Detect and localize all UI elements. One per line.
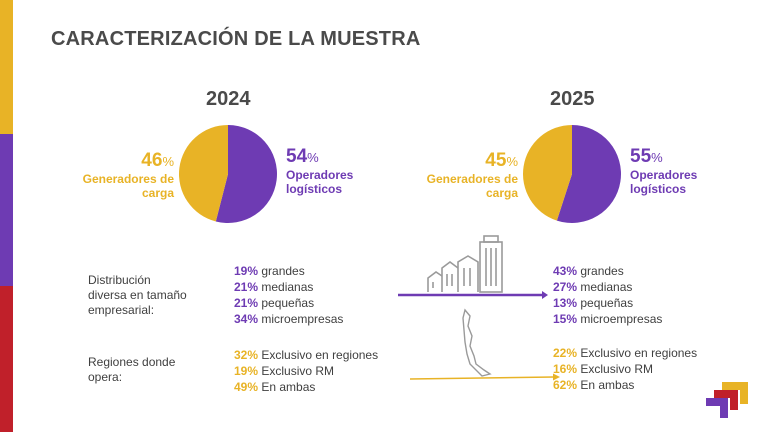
list-item: 21% medianas [234, 279, 343, 295]
ope-2024-value: 54 [286, 146, 308, 167]
gen-2024-label: 46% Generadores de carga [83, 150, 174, 200]
list-item: 43% grandes [553, 263, 662, 279]
item-percent: 49% [234, 380, 259, 394]
gen-2025-name-2: carga [485, 186, 518, 200]
item-text: En ambas [258, 380, 316, 394]
list-item: 13% pequeñas [553, 295, 662, 311]
item-text: Exclusivo en regiones [258, 348, 379, 362]
regions-label: Regiones donde opera: [88, 355, 175, 385]
ope-2024-label: 54% Operadores logísticos [286, 146, 353, 196]
item-text: Exclusivo RM [577, 362, 654, 376]
item-percent: 32% [234, 348, 259, 362]
pie-2025 [523, 125, 621, 223]
item-text: medianas [258, 280, 314, 294]
list-item: 22% Exclusivo en regiones [553, 345, 697, 361]
ope-2025-label: 55% Operadores logísticos [630, 146, 697, 196]
regions-list-2024: 32% Exclusivo en regiones 19% Exclusivo … [234, 347, 378, 395]
size-label: Distribución diversa en tamaño empresari… [88, 273, 187, 318]
gen-2024-name-1: Generadores de [82, 172, 174, 186]
buildings-icon [398, 235, 548, 299]
list-item: 49% En ambas [234, 379, 378, 395]
item-percent: 19% [234, 264, 259, 278]
item-text: Exclusivo RM [258, 364, 335, 378]
stripe-purple [0, 134, 13, 286]
gen-2025-value: 45 [485, 150, 507, 171]
year-2025-title: 2025 [550, 88, 595, 110]
list-item: 27% medianas [553, 279, 662, 295]
ope-2025-name-2: logísticos [630, 182, 687, 196]
ope-2025-name-1: Operadores [630, 168, 698, 182]
item-percent: 22% [553, 346, 578, 360]
regions-label-line-1: Regiones donde [88, 355, 176, 369]
item-percent: 34% [234, 312, 259, 326]
ope-2025-pct: % [651, 150, 663, 165]
item-percent: 15% [553, 312, 578, 326]
item-percent: 62% [553, 378, 578, 392]
size-list-2025: 43% grandes 27% medianas 13% pequeñas 15… [553, 263, 662, 327]
gen-2025-pct: % [506, 154, 518, 169]
item-text: En ambas [577, 378, 635, 392]
page-title: CARACTERIZACIÓN DE LA MUESTRA [51, 28, 421, 50]
regions-label-line-2: opera: [88, 370, 123, 384]
item-text: pequeñas [258, 296, 315, 310]
item-percent: 43% [553, 264, 578, 278]
gen-2024-name-2: carga [141, 186, 174, 200]
item-text: microempresas [577, 312, 663, 326]
list-item: 32% Exclusivo en regiones [234, 347, 378, 363]
item-percent: 13% [553, 296, 578, 310]
list-item: 62% En ambas [553, 377, 697, 393]
pie-2024 [179, 125, 277, 223]
item-text: medianas [577, 280, 633, 294]
gen-2025-name-1: Generadores de [426, 172, 518, 186]
size-label-line-2: diversa en tamaño [88, 288, 187, 302]
year-2024-title: 2024 [206, 88, 251, 110]
size-label-line-1: Distribución [88, 273, 151, 287]
item-text: microempresas [258, 312, 344, 326]
size-list-2024: 19% grandes 21% medianas 21% pequeñas 34… [234, 263, 343, 327]
gen-2024-pct: % [162, 154, 174, 169]
item-percent: 21% [234, 280, 259, 294]
item-percent: 21% [234, 296, 259, 310]
pie-slice-generadores-de-carga [523, 125, 572, 221]
size-label-line-3: empresarial: [88, 303, 155, 317]
item-text: pequeñas [577, 296, 634, 310]
regions-list-2025: 22% Exclusivo en regiones 16% Exclusivo … [553, 345, 697, 393]
item-text: Exclusivo en regiones [577, 346, 698, 360]
list-item: 19% grandes [234, 263, 343, 279]
logo-icon [706, 382, 748, 418]
stripe-yellow [0, 0, 13, 134]
item-percent: 27% [553, 280, 578, 294]
pie-slice-operadores-log-sticos [215, 125, 277, 223]
list-item: 16% Exclusivo RM [553, 361, 697, 377]
item-percent: 19% [234, 364, 259, 378]
ope-2025-value: 55 [630, 146, 652, 167]
list-item: 21% pequeñas [234, 295, 343, 311]
list-item: 19% Exclusivo RM [234, 363, 378, 379]
chile-map-icon [410, 308, 560, 381]
ope-2024-name-1: Operadores [286, 168, 354, 182]
ope-2024-pct: % [307, 150, 319, 165]
list-item: 15% microempresas [553, 311, 662, 327]
gen-2024-value: 46 [141, 150, 163, 171]
item-percent: 16% [553, 362, 578, 376]
pie-slice-operadores-log-sticos [556, 125, 621, 223]
list-item: 34% microempresas [234, 311, 343, 327]
stripe-red [0, 286, 13, 432]
ope-2024-name-2: logísticos [286, 182, 343, 196]
item-text: grandes [577, 264, 624, 278]
pie-slice-generadores-de-carga [179, 125, 228, 222]
item-text: grandes [258, 264, 305, 278]
gen-2025-label: 45% Generadores de carga [427, 150, 518, 200]
